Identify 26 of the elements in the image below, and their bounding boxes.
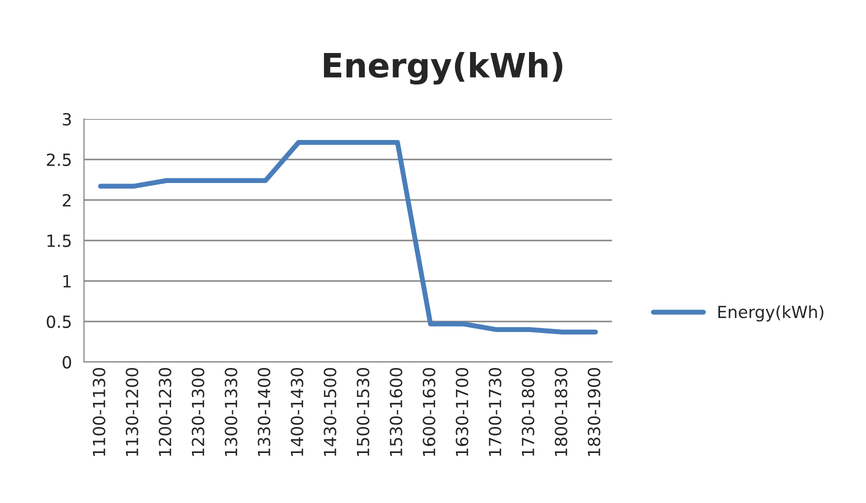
chart-title: Energy(kWh): [324, 52, 562, 85]
line-series: [98, 140, 598, 334]
x-tick-label: 1330-1400: [258, 368, 270, 456]
x-tick-label: 1730-1800: [522, 368, 534, 456]
x-tick-label: 1400-1430: [290, 368, 304, 456]
x-tick-label: 1830-1900: [588, 368, 600, 456]
legend-label: Energy(kWh): [718, 305, 824, 322]
y-tick-label: 1: [63, 275, 71, 288]
x-tick-label: 1230-1300: [192, 368, 204, 456]
x-tick-label: 1630-1700: [456, 368, 468, 456]
y-tick-label: 0: [62, 356, 72, 369]
x-tick-label: 1130-1200: [126, 368, 138, 456]
y-tick-label: 0.5: [46, 315, 71, 328]
x-tick-label: 1600-1630: [422, 368, 436, 456]
x-tick-label: 1800-1830: [554, 368, 568, 456]
x-tick-label: 1530-1600: [390, 368, 402, 456]
x-tick-label: 1700-1730: [488, 368, 502, 456]
y-tick-label: 3: [62, 112, 71, 126]
x-tick-label: 1500-1530: [356, 368, 370, 456]
y-tick-label: 2.5: [46, 153, 71, 166]
x-tick-label: 1100-1130: [92, 368, 106, 456]
y-tick-label: 2: [62, 194, 71, 206]
y-tick-label: 1.5: [48, 234, 71, 248]
x-tick-label: 1430-1500: [324, 368, 336, 456]
x-tick-label: 1300-1330: [224, 368, 238, 456]
x-tick-label: 1200-1230: [158, 368, 172, 456]
